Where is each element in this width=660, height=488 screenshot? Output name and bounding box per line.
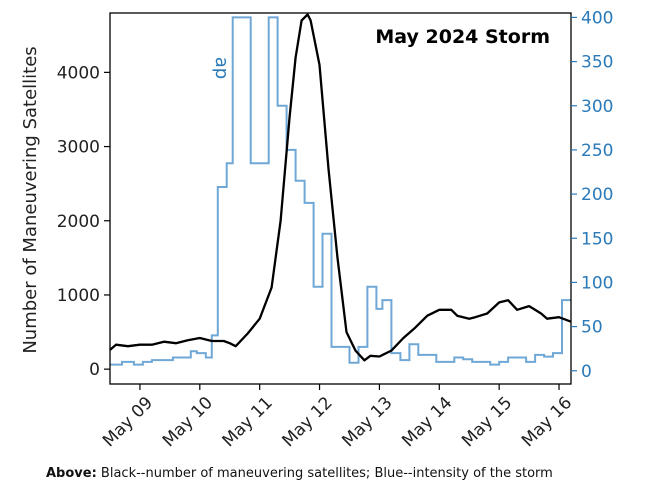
y-tick-label: 2000	[57, 212, 100, 232]
y-right-tick-label: 400	[581, 8, 613, 28]
series-layer	[109, 13, 572, 366]
x-tick-label: May 13	[338, 393, 396, 451]
x-tick-label: May 11	[219, 393, 277, 451]
y-right-tick-label: 200	[581, 185, 613, 205]
y-tick-label: 1000	[57, 286, 100, 306]
y-right-tick-label: 350	[581, 53, 613, 73]
y-tick-label: 4000	[57, 63, 100, 83]
y-axis-title: Number of Maneuvering Satellites	[20, 46, 41, 353]
x-tick-label: May 10	[159, 393, 217, 451]
y-right-tick-label: 50	[581, 318, 603, 338]
x-tick-label: May 09	[99, 393, 157, 451]
y-tick-label: 0	[89, 360, 100, 380]
y-right-tick-label: 100	[581, 273, 613, 293]
ap-series-label: ap	[211, 57, 232, 79]
x-tick-label: May 12	[279, 393, 337, 451]
x-tick-label: May 14	[398, 393, 456, 451]
y-right-tick-label: 250	[581, 141, 613, 161]
x-tick-label: May 16	[518, 393, 576, 451]
maneuvering-satellites-line	[109, 13, 572, 362]
y-tick-label: 3000	[57, 138, 100, 158]
y-right-tick-label: 150	[581, 229, 613, 249]
x-tick-label: May 15	[458, 393, 516, 451]
caption-bold-label: Above:	[46, 466, 97, 481]
caption-text: Black--number of maneuvering satellites;…	[96, 466, 553, 481]
y-right-tick-label: 300	[581, 97, 613, 117]
plot-frame	[109, 12, 572, 385]
ap-step-line	[110, 16, 571, 366]
chart-title: May 2024 Storm	[375, 26, 550, 48]
figure-caption: Above: Black--number of maneuvering sate…	[46, 466, 553, 481]
y-right-tick-label: 0	[581, 362, 592, 382]
